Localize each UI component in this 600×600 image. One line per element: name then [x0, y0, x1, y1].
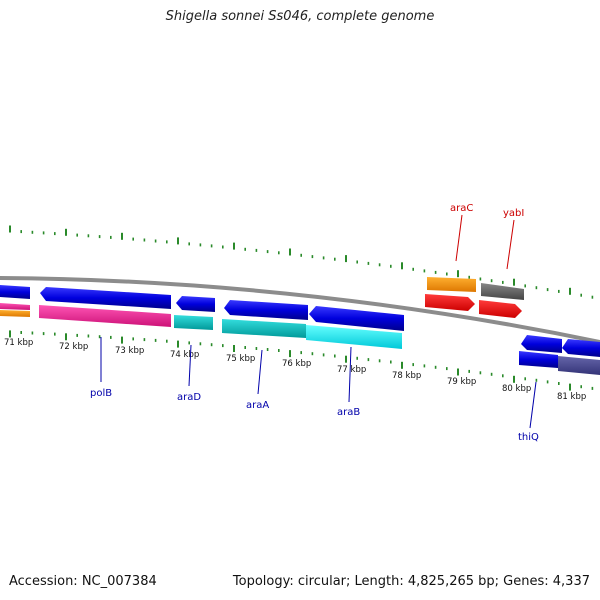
- gene-callouts: [100, 214, 537, 429]
- kbp-label: 81 kbp: [557, 392, 586, 402]
- kbp-label: 79 kbp: [447, 377, 476, 387]
- kbp-label: 77 kbp: [337, 365, 366, 375]
- gene-yabI-cds-arrow[interactable]: [479, 300, 522, 318]
- cds-polB-pink[interactable]: [39, 305, 171, 327]
- cds-right-navy[interactable]: [558, 356, 600, 375]
- kbp-label: 71 kbp: [4, 338, 33, 348]
- gene-labels: polB araD araA araB thiQ araC yabI: [90, 203, 539, 443]
- cds-araD-teal[interactable]: [174, 315, 213, 330]
- kbp-label: 80 kbp: [502, 384, 531, 394]
- gene-araA-arrow[interactable]: [224, 300, 308, 320]
- upper-tick-row: [9, 225, 594, 299]
- lower-tick-row: [9, 330, 594, 391]
- kbp-label: 73 kbp: [115, 346, 144, 356]
- cds-araA-teal[interactable]: [222, 319, 306, 338]
- map-title: Shigella sonnei Ss046, complete genome: [165, 9, 435, 24]
- kbp-label: 75 kbp: [226, 354, 255, 364]
- forward-strand-genes: [427, 277, 524, 300]
- gene-thiQ-arrow[interactable]: [521, 335, 562, 353]
- gene-label-thiQ[interactable]: thiQ: [518, 432, 539, 443]
- genome-backbone: [0, 276, 600, 344]
- gene-label-yabI[interactable]: yabI: [503, 208, 524, 219]
- cds-left-orange-strip[interactable]: [0, 310, 30, 317]
- gene-label-araA[interactable]: araA: [246, 400, 269, 411]
- cds-araB-cyan[interactable]: [306, 325, 402, 349]
- cds-thiQ-blue[interactable]: [519, 351, 558, 368]
- kbp-label: 76 kbp: [282, 359, 311, 369]
- gene-label-araD[interactable]: araD: [177, 392, 201, 403]
- gene-araC-arrow[interactable]: [427, 277, 476, 292]
- cds-left-orange[interactable]: [0, 303, 30, 310]
- genome-stats-label: Topology: circular; Length: 4,825,265 bp…: [232, 574, 590, 589]
- gene-araC-cds-arrow[interactable]: [425, 294, 475, 311]
- gene-label-polB[interactable]: polB: [90, 388, 112, 399]
- gene-yabI-arrow[interactable]: [481, 283, 524, 300]
- kbp-label: 78 kbp: [392, 371, 421, 381]
- gene-araD-arrow[interactable]: [176, 296, 215, 312]
- gene-polB-arrow[interactable]: [40, 287, 171, 309]
- gene-label-araC[interactable]: araC: [450, 203, 473, 214]
- reverse-strand-genes: [0, 285, 600, 375]
- gene-label-araB[interactable]: araB: [337, 407, 360, 418]
- accession-label: Accession: NC_007384: [9, 574, 157, 589]
- kbp-label: 74 kbp: [170, 350, 199, 360]
- gene-araB-arrow[interactable]: [309, 306, 404, 331]
- gene-left-blue-arrow[interactable]: [0, 285, 30, 299]
- gene-right-blue-arrow[interactable]: [562, 339, 600, 357]
- kbp-labels: 71 kbp 72 kbp 73 kbp 74 kbp 75 kbp 76 kb…: [4, 338, 586, 402]
- kbp-label: 72 kbp: [59, 342, 88, 352]
